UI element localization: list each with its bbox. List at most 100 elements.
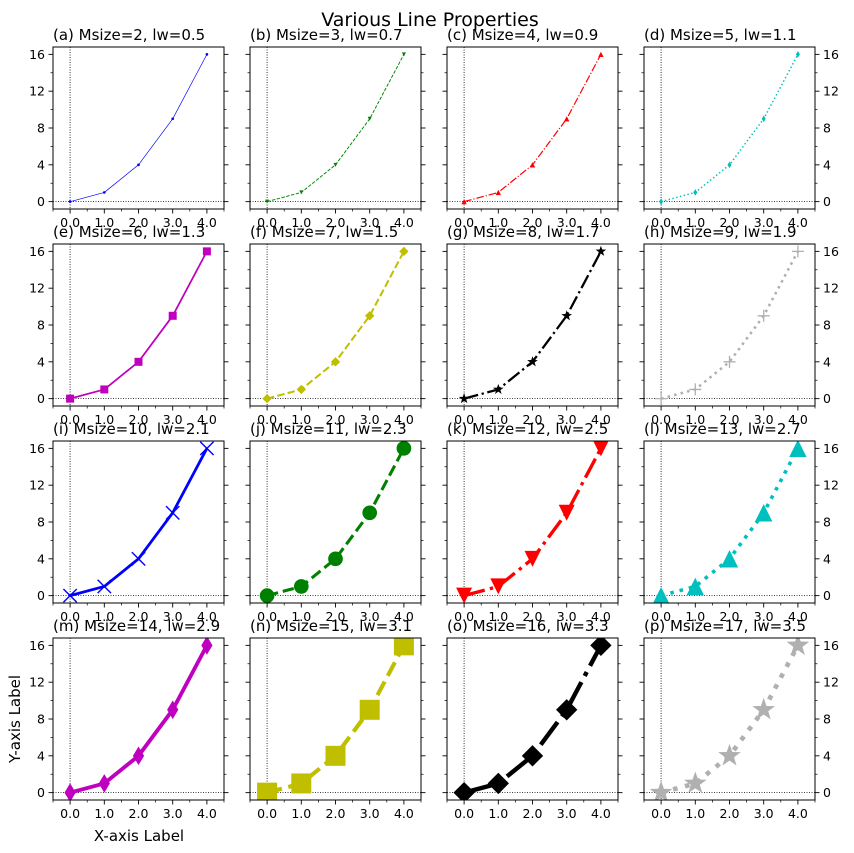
data-point (265, 199, 270, 204)
x-tick-label: 1.0 (488, 609, 508, 624)
data-point (330, 357, 341, 367)
data-point (98, 774, 110, 793)
series (655, 245, 804, 405)
y-tick-label: 4 (37, 551, 45, 566)
data-point (590, 638, 612, 657)
subplot-e: (e) Msize=6, lw=1.3 0.0 1.0 2.0 3.0 4.0 0 4 8 12 1… (29, 223, 229, 427)
data-point (558, 504, 575, 521)
data-point (683, 771, 707, 794)
x-tick-label: 3.0 (360, 215, 380, 230)
series (456, 441, 609, 603)
data-point (333, 162, 338, 167)
data-point (102, 191, 106, 194)
y-tick-label: 16 (29, 47, 45, 62)
data-point (293, 579, 309, 594)
subplot-title: (j) Msize=11, lw=2.3 (250, 420, 407, 438)
x-tick-label: 3.0 (557, 806, 577, 821)
series-line (69, 644, 209, 795)
y-tick-label: 16 (823, 47, 839, 62)
data-point (62, 588, 78, 603)
subplot-title: (f) Msize=7, lw=1.5 (250, 223, 398, 241)
x-tick-label: 4.0 (394, 412, 414, 427)
subplot-grid: (a) Msize=2, lw=0.5 0.0 1.0 2.0 3.0 4.0 0 4 8 12 1… (29, 26, 839, 821)
data-point (521, 745, 544, 767)
series (649, 638, 810, 800)
y-tick-label: 16 (29, 638, 45, 653)
series (64, 638, 213, 800)
subplot-p: (p) Msize=17, lw=3.5 0.0 1.0 2.0 3.0 4.0 0 4 8 12… (639, 617, 839, 821)
x-tick-label: 0.0 (60, 609, 80, 624)
subplot-i: (i) Msize=10, lw=2.1 0.0 1.0 2.0 3.0 4.0 0 4 8 12… (29, 420, 229, 624)
series-line (266, 644, 406, 795)
subplot-title: (p) Msize=17, lw=3.5 (644, 617, 806, 635)
y-tick-label: 12 (823, 84, 839, 99)
data-point (132, 746, 145, 766)
subplot-b: (b) Msize=3, lw=0.7 0.0 1.0 2.0 3.0 4.0 (245, 26, 426, 230)
x-tick-label: 2.0 (523, 806, 543, 821)
x-tick-label: 2.0 (523, 412, 543, 427)
data-point (723, 355, 736, 368)
subplot-title: (h) Msize=9, lw=1.9 (644, 223, 797, 241)
subplot-title: (i) Msize=10, lw=2.1 (53, 420, 210, 438)
y-tick-label: 8 (823, 515, 831, 530)
data-point (757, 309, 770, 322)
data-point (137, 163, 140, 167)
data-point (752, 697, 776, 720)
data-point (199, 441, 215, 456)
x-tick-label: 4.0 (591, 609, 611, 624)
data-point (693, 189, 698, 196)
data-point (401, 52, 406, 57)
y-tick-label: 0 (37, 194, 45, 209)
y-tick-label: 0 (823, 785, 831, 800)
y-tick-label: 0 (823, 391, 831, 406)
y-tick-label: 16 (823, 638, 839, 653)
y-tick-label: 8 (37, 712, 45, 727)
data-point (649, 780, 673, 800)
data-point (529, 162, 536, 168)
data-point (527, 356, 538, 367)
y-tick-label: 4 (823, 157, 831, 172)
subplot-title: (e) Msize=6, lw=1.3 (53, 223, 205, 241)
x-tick-label: 2.0 (129, 215, 149, 230)
x-tick-label: 0.0 (651, 412, 671, 427)
subplot-f: (f) Msize=7, lw=1.5 0.0 1.0 2.0 3.0 4.0 (245, 223, 426, 427)
y-tick-label: 0 (37, 391, 45, 406)
x-tick-label: 0.0 (651, 215, 671, 230)
plot-frame (249, 243, 422, 407)
x-tick-label: 1.0 (94, 609, 114, 624)
x-tick-label: 1.0 (685, 215, 705, 230)
x-tick-label: 3.0 (163, 215, 183, 230)
x-tick-label: 4.0 (197, 215, 217, 230)
data-point (561, 310, 573, 321)
data-point (556, 699, 578, 721)
x-tick-label: 4.0 (788, 215, 808, 230)
data-point (66, 394, 75, 403)
data-point (595, 245, 607, 256)
y-tick-label: 8 (37, 318, 45, 333)
y-tick-label: 4 (823, 748, 831, 763)
x-tick-label: 0.0 (257, 806, 277, 821)
x-tick-label: 2.0 (326, 215, 346, 230)
data-point (259, 588, 275, 603)
x-tick-label: 4.0 (197, 412, 217, 427)
x-tick-label: 4.0 (788, 609, 808, 624)
x-tick-label: 1.0 (94, 215, 114, 230)
x-tick-label: 0.0 (651, 609, 671, 624)
data-point (262, 393, 272, 404)
x-tick-label: 2.0 (129, 412, 149, 427)
y-tick-label: 4 (823, 354, 831, 369)
subplot-m: (m) Msize=14, lw=2.9 0.0 1.0 2.0 3.0 4.0 0 4 8 12… (29, 617, 229, 821)
data-point (686, 577, 704, 596)
data-point (171, 117, 175, 121)
series (458, 245, 607, 404)
series-line (463, 250, 602, 400)
series (262, 246, 409, 404)
x-tick-label: 1.0 (291, 412, 311, 427)
y-tick-label: 16 (823, 244, 839, 259)
series-line (266, 447, 406, 598)
x-tick-label: 1.0 (291, 609, 311, 624)
data-point (134, 357, 143, 366)
series (259, 441, 412, 603)
data-point (393, 638, 414, 656)
